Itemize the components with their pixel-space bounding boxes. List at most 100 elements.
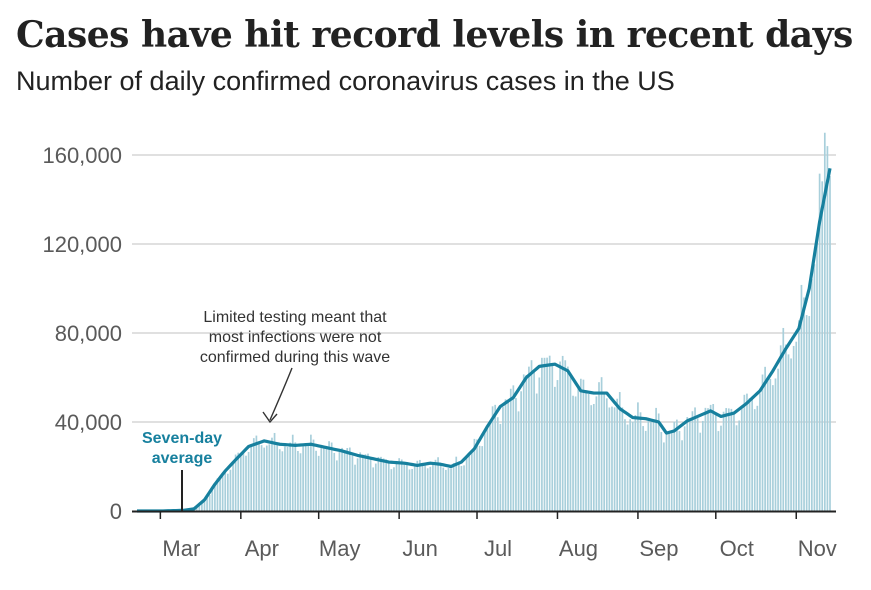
- daily-case-bar: [403, 462, 406, 511]
- daily-case-bar: [473, 438, 476, 511]
- daily-case-bar: [297, 451, 299, 511]
- daily-case-bar: [258, 443, 260, 511]
- daily-case-bar: [816, 235, 818, 512]
- daily-case-bar: [424, 465, 426, 511]
- daily-case-bar: [234, 454, 237, 511]
- daily-case-bar: [512, 385, 515, 511]
- daily-case-bar: [291, 434, 294, 511]
- daily-case-bar: [325, 448, 328, 511]
- daily-case-bar: [224, 470, 227, 511]
- daily-case-bar: [696, 418, 699, 511]
- daily-case-bar: [263, 447, 266, 511]
- daily-case-bar: [252, 438, 255, 511]
- daily-case-bar: [452, 463, 455, 511]
- daily-case-bar: [206, 496, 208, 511]
- daily-case-bar: [387, 461, 390, 511]
- daily-case-bar: [348, 447, 351, 511]
- x-tick-label: Jul: [484, 536, 512, 561]
- y-tick-label: 120,000: [42, 232, 122, 257]
- daily-case-bar: [447, 468, 450, 511]
- daily-case-bar: [590, 405, 593, 511]
- daily-case-bar: [611, 406, 613, 511]
- daily-case-bar: [450, 468, 452, 511]
- daily-case-bar: [761, 374, 764, 511]
- daily-case-bar: [683, 426, 686, 511]
- daily-case-bar: [717, 431, 720, 511]
- daily-case-bar: [533, 372, 535, 511]
- daily-case-bar: [665, 434, 668, 511]
- daily-case-bar: [639, 412, 642, 511]
- annotation-arrowhead-icon: [262, 411, 278, 424]
- chart-title: Cases have hit record levels in recent d…: [16, 14, 853, 56]
- daily-case-bar: [631, 421, 634, 511]
- daily-case-bar: [694, 407, 696, 511]
- x-tick-label: Nov: [798, 536, 837, 561]
- daily-case-bar: [367, 453, 369, 511]
- daily-case-bar: [785, 344, 787, 511]
- daily-case-bar: [330, 442, 333, 511]
- x-tick-label: Sep: [639, 536, 678, 561]
- daily-case-bar: [795, 341, 798, 511]
- daily-case-bar: [577, 386, 580, 511]
- daily-case-bar: [320, 446, 323, 511]
- daily-case-bar: [772, 385, 774, 511]
- daily-case-bar: [255, 435, 258, 511]
- daily-case-bar: [457, 461, 460, 511]
- daily-case-bar: [725, 408, 728, 511]
- daily-case-bar: [489, 422, 491, 511]
- annotation-line-1: Limited testing meant that: [203, 309, 387, 326]
- daily-case-bar: [323, 445, 325, 511]
- daily-case-bar: [470, 450, 473, 511]
- legend-label-seven-day: Seven-day: [142, 430, 222, 447]
- daily-case-bar: [219, 475, 221, 511]
- daily-case-bar: [605, 398, 608, 511]
- daily-case-bar: [707, 408, 709, 511]
- daily-case-bar: [644, 430, 647, 511]
- daily-case-bar: [432, 464, 434, 511]
- daily-case-bar: [808, 316, 811, 511]
- daily-case-bar: [304, 445, 307, 511]
- daily-case-bar: [621, 407, 624, 511]
- daily-case-bar: [530, 360, 533, 511]
- daily-case-bar: [769, 378, 772, 511]
- y-tick-label: 160,000: [42, 143, 122, 168]
- daily-case-bar: [660, 432, 663, 511]
- legend-seven-day-average: Seven-day average: [142, 430, 222, 511]
- daily-case-bar: [273, 432, 276, 511]
- daily-case-bar: [419, 459, 421, 511]
- daily-case-bar: [798, 320, 800, 511]
- daily-case-bar: [561, 355, 564, 511]
- chart-subtitle: Number of daily confirmed coronavirus ca…: [16, 66, 675, 96]
- daily-case-bar: [307, 444, 310, 511]
- daily-case-bar: [247, 451, 250, 511]
- daily-case-bar: [743, 394, 746, 511]
- daily-case-bar: [476, 439, 478, 511]
- daily-case-bar: [567, 366, 569, 511]
- daily-case-bar: [494, 404, 497, 511]
- daily-case-bar: [465, 457, 468, 511]
- daily-case-bar: [515, 398, 517, 511]
- daily-case-bar: [792, 345, 795, 511]
- daily-case-bar: [372, 467, 375, 511]
- daily-case-bar: [574, 396, 577, 511]
- daily-case-bar: [709, 404, 712, 511]
- daily-case-bar: [657, 413, 660, 511]
- daily-case-bar: [546, 357, 548, 511]
- daily-case-bar: [753, 409, 756, 511]
- legend-label-average: average: [152, 450, 213, 467]
- daily-case-bar: [338, 451, 341, 511]
- daily-case-bar: [299, 453, 302, 511]
- daily-case-bar: [491, 406, 494, 511]
- daily-case-bar: [813, 264, 816, 511]
- daily-case-bar: [226, 473, 229, 511]
- daily-case-bar: [229, 469, 232, 511]
- daily-case-bar: [216, 478, 219, 511]
- x-tick-label: Mar: [162, 536, 200, 561]
- annotation-line-2: most infections were not: [209, 329, 382, 346]
- daily-case-bar: [720, 425, 722, 511]
- daily-case-bar: [735, 425, 738, 511]
- daily-case-bar: [455, 456, 458, 511]
- daily-case-bar: [286, 446, 289, 511]
- daily-case-bar: [359, 452, 362, 511]
